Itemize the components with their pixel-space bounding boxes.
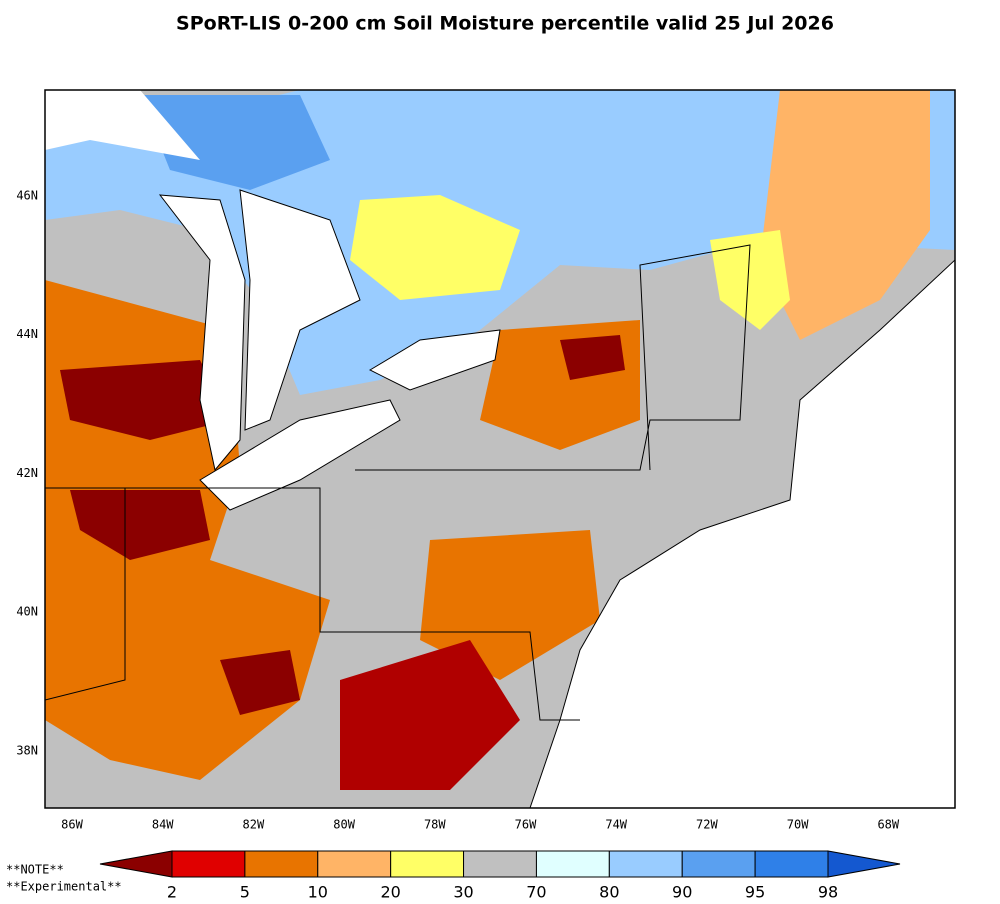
region-very-dry — [60, 360, 230, 440]
lat-label: 40N — [16, 605, 38, 619]
lat-label: 42N — [16, 466, 38, 480]
region-very-dry — [220, 650, 300, 715]
lon-label: 80W — [333, 818, 355, 832]
region-dry — [350, 195, 520, 300]
lake-superior — [45, 90, 200, 160]
colorbar-label: 95 — [745, 883, 765, 901]
colorbar-label: 10 — [308, 883, 328, 901]
state-border — [45, 487, 580, 721]
region-dry — [760, 90, 930, 340]
lake-huron — [239, 189, 361, 431]
lon-label: 76W — [515, 818, 537, 832]
colorbar-swatch — [827, 850, 901, 878]
colorbar-swatch — [608, 850, 683, 878]
title: SPoRT-LIS 0-200 cm Soil Moisture percent… — [176, 13, 834, 35]
lat-label: 44N — [16, 327, 38, 341]
colorbar-swatch — [317, 850, 392, 878]
region-dry — [710, 230, 790, 330]
state-border — [45, 488, 126, 701]
colorbar-label: 20 — [380, 883, 400, 901]
atlantic-ocean — [529, 259, 955, 808]
region-very-dry — [70, 490, 210, 560]
lon-label: 68W — [877, 818, 899, 832]
lon-label: 70W — [787, 818, 809, 832]
colorbar-label: 5 — [240, 883, 250, 901]
lon-label: 84W — [152, 818, 174, 832]
note: **Experimental** — [6, 880, 122, 894]
colorbar-swatch — [681, 850, 756, 878]
colorbar-swatch — [244, 850, 319, 878]
colorbar-swatch — [99, 850, 173, 878]
colorbar-label: 70 — [526, 883, 546, 901]
map-field — [45, 90, 955, 808]
lake-ontario — [368, 329, 501, 391]
lon-label: 72W — [696, 818, 718, 832]
lon-label: 78W — [424, 818, 446, 832]
note: **NOTE** — [6, 863, 64, 877]
colorbar: 2 5 10 20 30 70 80 90 95 98 — [99, 850, 901, 902]
state-border — [355, 244, 751, 471]
lon-label: 86W — [61, 818, 83, 832]
lon-label: 74W — [605, 818, 627, 832]
lat-label: 38N — [16, 743, 38, 757]
colorbar-swatch — [463, 850, 537, 878]
colorbar-swatch — [754, 850, 829, 878]
lat-label: 46N — [16, 189, 38, 203]
colorbar-label: 98 — [818, 883, 838, 901]
lon-label: 82W — [243, 818, 265, 832]
axis-labels: 46N 44N 42N 40N 38N 86W 84W 82W 80W 78W 76W 74W 72W 7… — [16, 189, 900, 832]
region-very-dry — [340, 640, 520, 790]
region-wet — [140, 95, 330, 190]
colorbar-swatch — [171, 850, 246, 878]
region-very-dry — [560, 335, 625, 380]
colorbar-swatch — [390, 850, 465, 878]
lake-erie — [199, 399, 401, 511]
lake-michigan — [158, 194, 246, 472]
colorbar-label: 30 — [453, 883, 473, 901]
colorbar-swatch — [535, 850, 610, 878]
map-frame — [44, 89, 956, 809]
colorbar-label: 90 — [672, 883, 692, 901]
colorbar-label: 80 — [599, 883, 619, 901]
colorbar-label: 2 — [167, 883, 177, 901]
